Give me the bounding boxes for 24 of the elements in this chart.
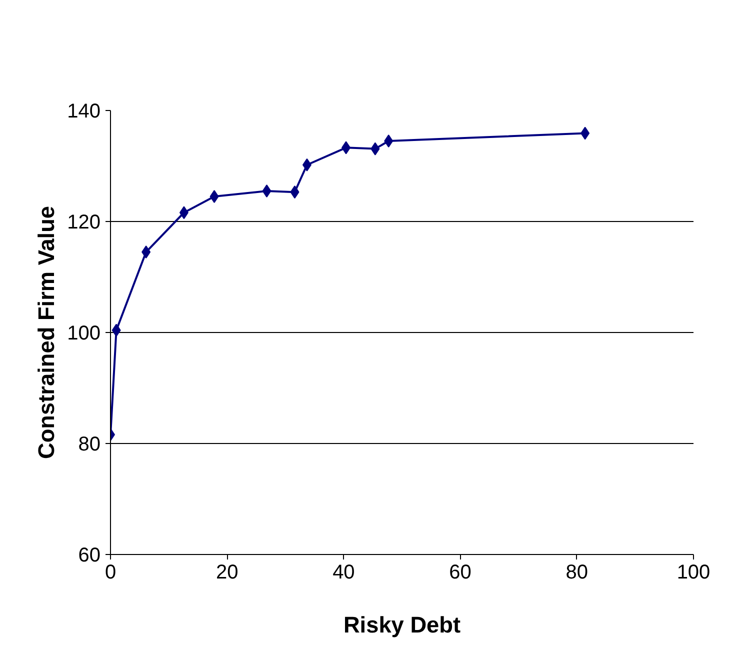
point [179,206,188,220]
point [384,134,394,148]
y-tick-label: 120 [67,212,101,234]
x-tick-label: 80 [566,562,588,584]
y-tick-label: 80 [78,434,101,456]
y-tick-label: 140 [67,100,101,122]
x-tick-label: 0 [104,562,116,584]
point [302,158,312,172]
point [262,184,272,198]
point [210,190,219,204]
x-tick-label: 100 [676,562,710,584]
x-tick-label: 60 [449,562,472,584]
point [370,142,380,156]
point [290,186,300,199]
x-tick-label: 40 [332,562,355,584]
y-axis-title: Constrained Firm Value [33,206,60,460]
y-tick-label: 100 [67,322,101,344]
y-tick-label: 60 [78,544,101,566]
x-tick-label: 20 [216,562,238,584]
point [580,126,590,140]
point [342,141,351,154]
x-axis-title: Risky Debt [343,612,462,638]
point [142,246,151,259]
point [112,324,121,337]
